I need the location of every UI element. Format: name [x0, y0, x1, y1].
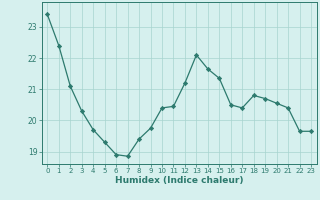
X-axis label: Humidex (Indice chaleur): Humidex (Indice chaleur) [115, 176, 244, 185]
